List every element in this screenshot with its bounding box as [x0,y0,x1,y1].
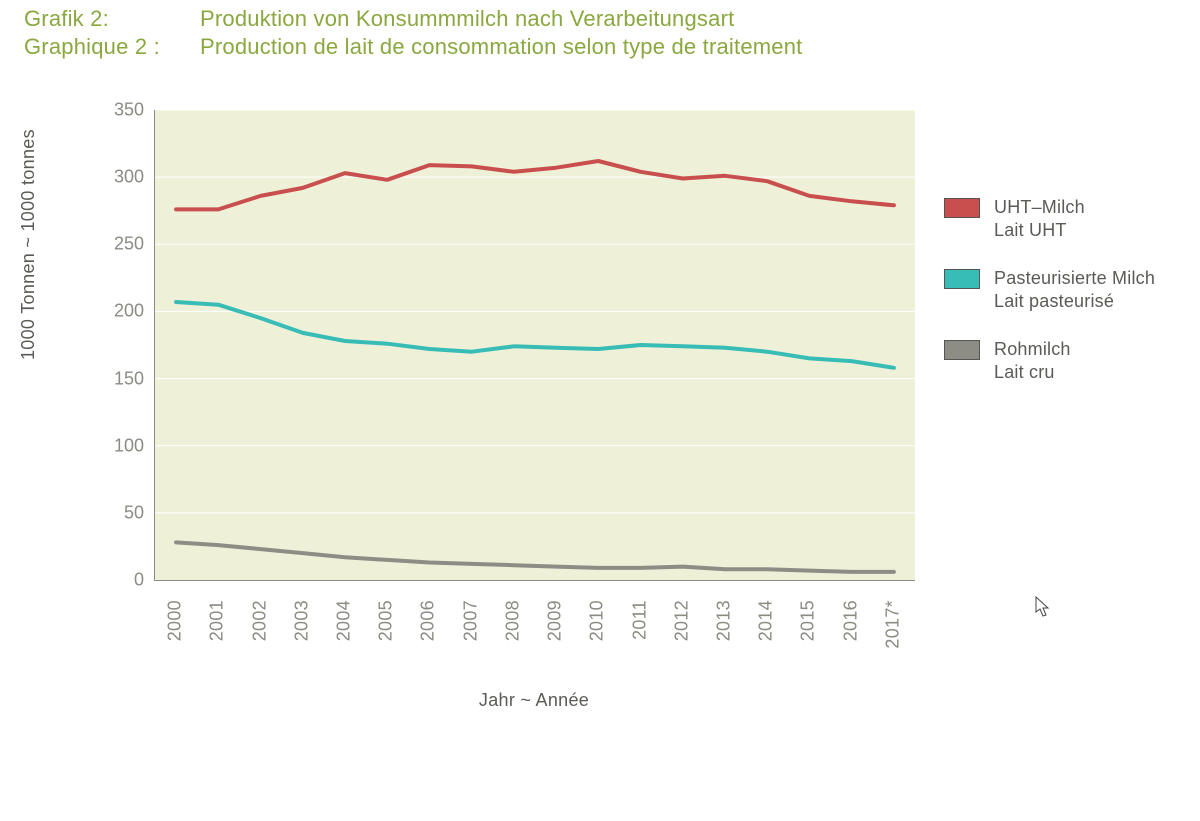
x-axis-ticks: 2000 2001 2002 2003 2004 2005 2006 2007 2008 2009… [154,588,914,678]
y-tick-label: 150 [84,368,144,389]
legend-label: UHT–MilchLait UHT [994,196,1085,241]
y-axis-title: 1000 Tonnen ~ 1000 tonnes [18,129,39,360]
y-tick-label: 50 [84,502,144,523]
x-tick-label: 2002 [249,600,270,641]
x-tick-label: 2006 [418,600,439,641]
x-tick-label: 2000 [165,600,186,641]
y-tick-label: 350 [84,100,144,121]
chart-area: 1000 Tonnen ~ 1000 tonnes 05010015020025… [24,100,1174,800]
x-tick-label: 2003 [291,600,312,641]
x-tick-label: 2007 [460,600,481,641]
title-de-text: Produktion von Konsummmilch nach Verarbe… [200,6,734,32]
y-tick-label: 250 [84,234,144,255]
x-tick-label: 2016 [840,600,861,641]
x-tick-label: 2012 [671,600,692,641]
legend: UHT–MilchLait UHT Pasteurisierte MilchLai… [944,196,1194,409]
title-fr: Graphique 2 : Production de lait de cons… [24,34,802,60]
x-tick-label: 2010 [587,600,608,641]
x-tick-label: 2011 [629,600,650,640]
legend-swatch [944,340,980,360]
x-tick-label: 2009 [545,600,566,641]
y-tick-label: 200 [84,301,144,322]
legend-item-uht: UHT–MilchLait UHT [944,196,1194,241]
title-block: Grafik 2: Produktion von Konsummmilch na… [24,6,802,62]
title-fr-prefix: Graphique 2 : [24,34,200,60]
title-de: Grafik 2: Produktion von Konsummmilch na… [24,6,802,32]
legend-swatch [944,198,980,218]
y-tick-label: 0 [84,570,144,591]
y-tick-label: 100 [84,435,144,456]
x-tick-label: 2005 [376,600,397,641]
x-tick-label: 2001 [207,600,228,641]
x-axis-title: Jahr ~ Année [154,690,914,711]
title-de-prefix: Grafik 2: [24,6,200,32]
legend-item-past: Pasteurisierte MilchLait pasteurisé [944,267,1194,312]
plot-region [154,110,915,581]
x-tick-label: 2017* [882,600,903,649]
x-tick-label: 2014 [756,600,777,641]
x-tick-label: 2008 [502,600,523,641]
y-tick-label: 300 [84,167,144,188]
legend-item-raw: RohmilchLait cru [944,338,1194,383]
legend-label: Pasteurisierte MilchLait pasteurisé [994,267,1155,312]
x-tick-label: 2015 [798,600,819,641]
legend-swatch [944,269,980,289]
title-fr-text: Production de lait de consommation selon… [200,34,802,60]
figure-container: Grafik 2: Produktion von Konsummmilch na… [0,0,1200,821]
x-tick-label: 2004 [334,600,355,641]
plot-svg [155,110,915,580]
legend-label: RohmilchLait cru [994,338,1071,383]
x-tick-label: 2013 [714,600,735,641]
